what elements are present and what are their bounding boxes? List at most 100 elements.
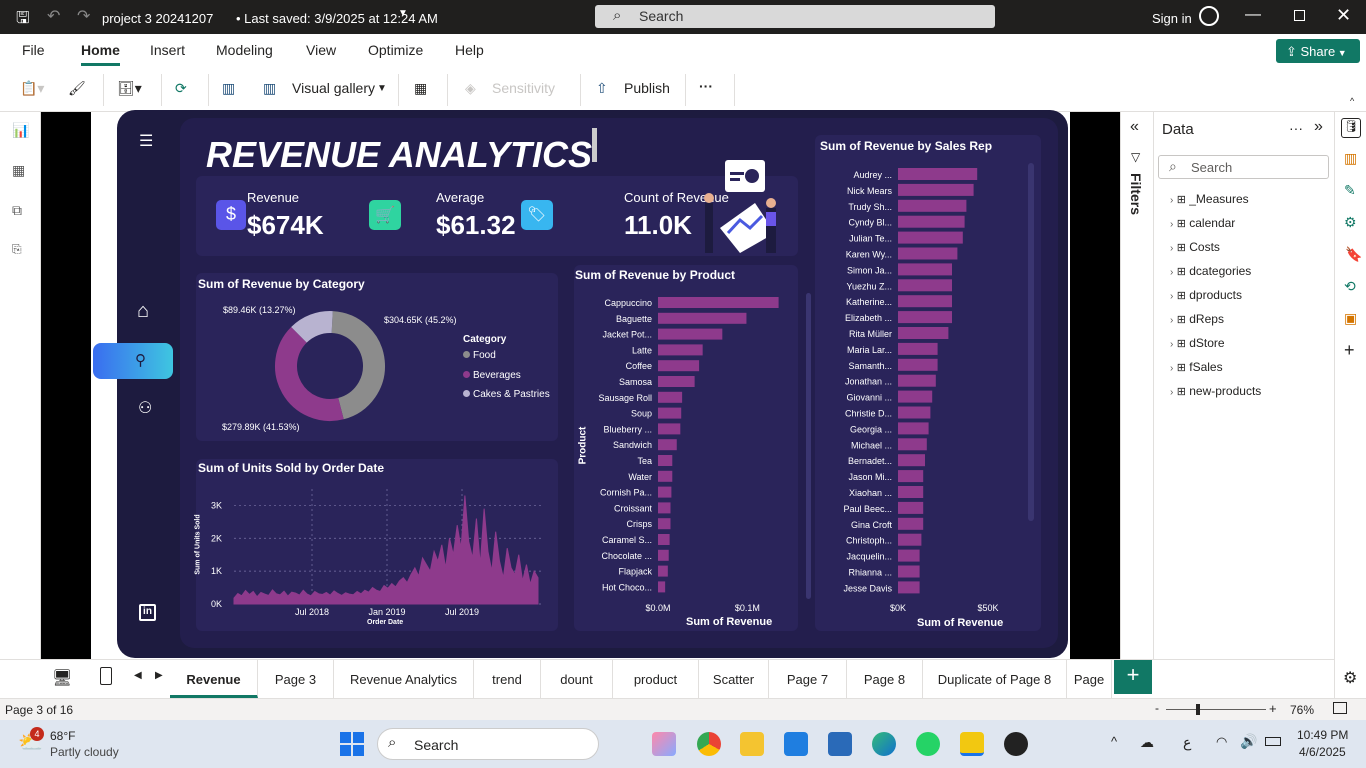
- start-button[interactable]: [340, 732, 364, 756]
- page-tab[interactable]: Revenue: [170, 660, 258, 698]
- share-button[interactable]: ⇪ Share ▼: [1276, 39, 1360, 63]
- page-tab[interactable]: Page 7: [769, 660, 847, 698]
- field-table-item[interactable]: › ⊞ Costs: [1170, 240, 1220, 254]
- page-tab[interactable]: trend: [474, 660, 541, 698]
- filters-pane[interactable]: « ▽ Filters: [1120, 112, 1153, 659]
- collapse-ribbon-icon[interactable]: ^: [1350, 96, 1355, 106]
- minimize-icon[interactable]: —: [1245, 6, 1261, 23]
- visualizations-icon[interactable]: ▥: [1344, 150, 1358, 166]
- format-icon[interactable]: ✎: [1344, 182, 1356, 198]
- legend-item[interactable]: Cakes & Pastries: [463, 389, 550, 400]
- whatsapp-icon[interactable]: [916, 732, 940, 756]
- sales-rep-bar-card[interactable]: Sum of Revenue by Sales Rep Audrey ... Ni…: [815, 135, 1041, 631]
- tab-optimize[interactable]: Optimize: [368, 42, 424, 58]
- settings-icon[interactable]: ⚙: [1343, 670, 1358, 687]
- power-bi-icon[interactable]: [960, 732, 984, 756]
- tab-help[interactable]: Help: [455, 42, 484, 58]
- scrollbar[interactable]: [806, 293, 811, 599]
- tab-file[interactable]: File: [22, 42, 45, 58]
- vscode-icon[interactable]: [784, 732, 808, 756]
- page-tab[interactable]: Page: [1067, 660, 1112, 698]
- field-table-item[interactable]: › ⊞ dcategories: [1170, 264, 1251, 278]
- expand-icon[interactable]: »: [1314, 118, 1323, 135]
- visual-gallery-icon[interactable]: ▥: [263, 80, 277, 96]
- field-table-item[interactable]: › ⊞ new-products: [1170, 384, 1261, 398]
- maximize-icon[interactable]: [1294, 10, 1305, 21]
- data-pane-icon[interactable]: 🛢: [1341, 118, 1361, 138]
- tab-modeling[interactable]: Modeling: [216, 42, 273, 58]
- undo-icon[interactable]: ↶: [47, 8, 61, 25]
- analysis-nav-button[interactable]: ⚲: [93, 343, 173, 379]
- chevron-down-icon[interactable]: ▼: [398, 8, 408, 19]
- units-sold-line-card[interactable]: Sum of Units Sold by Order Date 0K 1K 2K 3K…: [195, 459, 558, 631]
- fit-to-page-icon[interactable]: [1333, 702, 1347, 714]
- last-saved[interactable]: • Last saved: 3/9/2025 at 12:24 AM: [236, 11, 438, 26]
- taskbar-search[interactable]: ⌕ Search: [377, 728, 599, 760]
- account-icon[interactable]: [1199, 6, 1219, 26]
- publish-button[interactable]: Publish: [624, 80, 670, 96]
- paste-icon[interactable]: 📋▾: [20, 80, 45, 96]
- bookmark-icon[interactable]: 🔖: [1345, 246, 1363, 262]
- field-table-item[interactable]: › ⊞ dproducts: [1170, 288, 1242, 302]
- tab-home[interactable]: Home: [81, 42, 120, 66]
- properties-icon[interactable]: ⚙: [1344, 214, 1357, 230]
- field-table-item[interactable]: › ⊞ calendar: [1170, 216, 1235, 230]
- model-view-icon[interactable]: ⧉: [12, 202, 22, 218]
- dax-query-icon[interactable]: ⎘: [12, 242, 22, 256]
- tab-view[interactable]: View: [306, 42, 337, 58]
- page-tab[interactable]: dount: [541, 660, 613, 698]
- sign-in-link[interactable]: Sign in: [1152, 11, 1192, 26]
- visual-gallery-button[interactable]: Visual gallery: [292, 80, 376, 96]
- copilot-icon[interactable]: [652, 732, 676, 756]
- scrollbar[interactable]: [1028, 163, 1034, 521]
- prev-page-icon[interactable]: ◀: [134, 670, 142, 681]
- zoom-slider[interactable]: [1166, 709, 1266, 710]
- language-indicator[interactable]: ع: [1183, 734, 1192, 750]
- search-input[interactable]: ⌕ Search: [595, 5, 995, 28]
- page-tab[interactable]: Page 3: [258, 660, 334, 698]
- sync-slicers-icon[interactable]: ⟲: [1344, 278, 1356, 294]
- linkedin-icon[interactable]: in: [139, 604, 156, 621]
- report-view-icon[interactable]: 📊: [12, 122, 30, 138]
- media-player-icon[interactable]: [1004, 732, 1028, 756]
- tab-insert[interactable]: Insert: [150, 42, 186, 58]
- more-options-button[interactable]: ···: [699, 78, 713, 94]
- page-tab[interactable]: product: [613, 660, 699, 698]
- add-page-button[interactable]: +: [1114, 660, 1152, 694]
- new-visual-icon[interactable]: ▥: [222, 80, 236, 96]
- publish-icon[interactable]: ⇧: [596, 80, 608, 96]
- store-icon[interactable]: [828, 732, 852, 756]
- wifi-icon[interactable]: ◠: [1216, 734, 1228, 749]
- category-donut-card[interactable]: Sum of Revenue by Category $89.46K (13.2…: [196, 273, 558, 441]
- file-explorer-icon[interactable]: [740, 732, 764, 756]
- legend-item[interactable]: Food: [463, 350, 496, 361]
- format-painter-icon[interactable]: 🖌: [68, 80, 86, 96]
- field-table-item[interactable]: › ⊞ fSales: [1170, 360, 1223, 374]
- mobile-layout-icon[interactable]: [100, 667, 112, 685]
- chrome-icon[interactable]: [697, 732, 721, 756]
- product-bar-card[interactable]: Sum of Revenue by Product Cappuccino Bagu…: [574, 265, 811, 631]
- data-search-input[interactable]: ⌕ Search: [1158, 155, 1329, 179]
- zoom-out-button[interactable]: -: [1155, 701, 1159, 715]
- field-table-item[interactable]: › ⊞ dStore: [1170, 336, 1225, 350]
- desktop-layout-icon[interactable]: 🖥: [52, 670, 73, 687]
- more-options-icon[interactable]: ···: [1289, 120, 1303, 136]
- calculator-icon[interactable]: ▦: [414, 80, 428, 96]
- filter-icon[interactable]: ☰: [139, 133, 154, 150]
- redo-icon[interactable]: ↷: [77, 8, 91, 25]
- zoom-slider-thumb[interactable]: [1196, 704, 1200, 715]
- page-tab[interactable]: Revenue Analytics: [334, 660, 474, 698]
- edge-icon[interactable]: [872, 732, 896, 756]
- field-table-item[interactable]: › ⊞ dReps: [1170, 312, 1224, 326]
- collapse-icon[interactable]: «: [1130, 118, 1139, 135]
- field-table-item[interactable]: › ⊞ _Measures: [1170, 192, 1249, 206]
- selection-icon[interactable]: ▣: [1344, 310, 1358, 326]
- zoom-in-button[interactable]: +: [1269, 701, 1277, 716]
- refresh-icon[interactable]: ⟳: [175, 80, 187, 96]
- volume-icon[interactable]: 🔊: [1240, 733, 1258, 749]
- home-icon[interactable]: ⌂: [137, 300, 150, 322]
- page-tab[interactable]: Page 8: [847, 660, 923, 698]
- legend-item[interactable]: Beverages: [463, 370, 521, 381]
- chevron-down-icon[interactable]: ▼: [377, 83, 387, 94]
- add-icon[interactable]: +: [1344, 340, 1355, 360]
